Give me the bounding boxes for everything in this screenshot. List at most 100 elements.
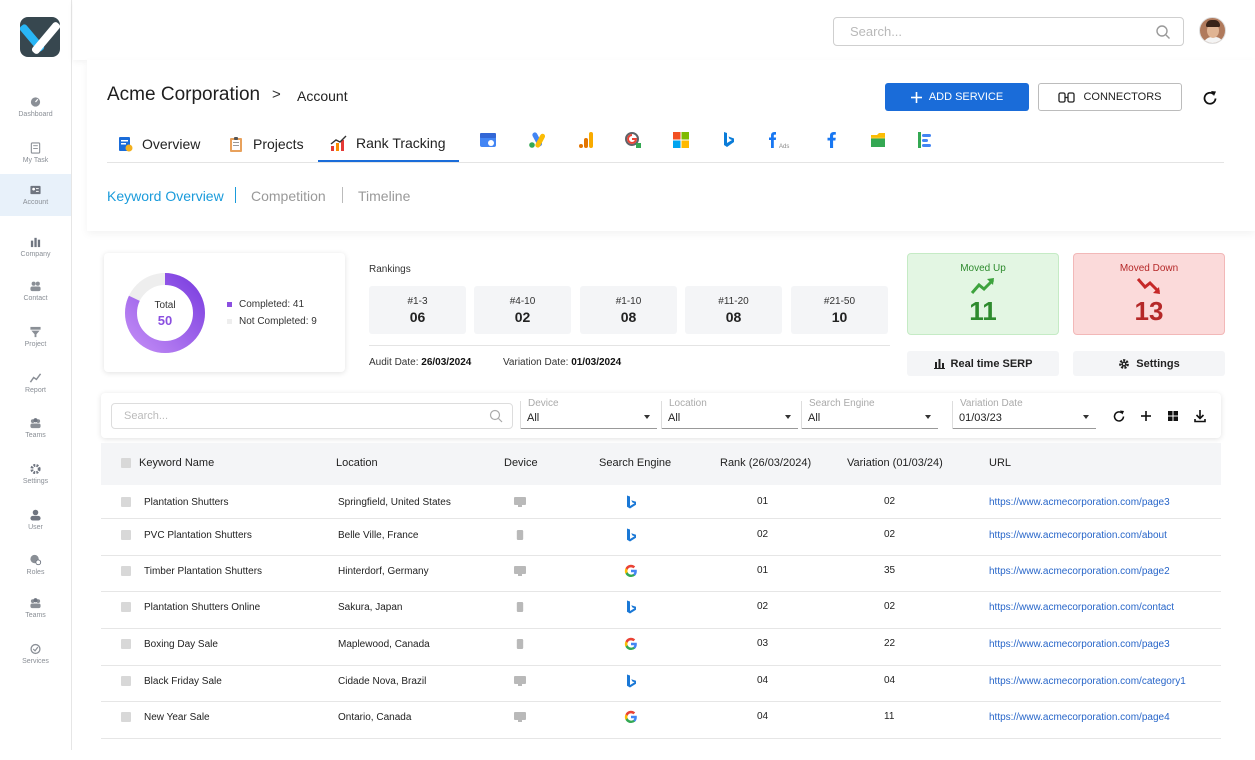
tab-overview[interactable]: Overview	[117, 126, 200, 162]
sidebar-item-label: Teams	[25, 432, 46, 439]
row-checkbox[interactable]	[121, 530, 131, 540]
url-link[interactable]: https://www.acmecorporation.com/page4	[989, 712, 1170, 723]
keyword-search-input[interactable]: Search...	[111, 403, 513, 429]
breadcrumb-account[interactable]: Account	[297, 88, 348, 104]
sidebar-item-user[interactable]: User	[0, 499, 71, 541]
row-checkbox[interactable]	[121, 712, 131, 722]
col-search-engine[interactable]: Search Engine	[599, 457, 672, 469]
sidebar-item-services[interactable]: Services	[0, 633, 71, 675]
select-all-checkbox[interactable]	[121, 458, 131, 468]
settings-button[interactable]: Settings	[1073, 351, 1225, 376]
url-link[interactable]: https://www.acmecorporation.com/category…	[989, 676, 1186, 687]
url-link[interactable]: https://www.acmecorporation.com/about	[989, 530, 1167, 541]
tab-rank-tracking[interactable]: Rank Tracking	[318, 126, 459, 162]
url-link[interactable]: https://www.acmecorporation.com/contact	[989, 602, 1175, 613]
col-device[interactable]: Device	[504, 457, 538, 469]
sidebar-item-report[interactable]: Report	[0, 362, 71, 404]
sidebar-item-company[interactable]: Company	[0, 226, 71, 268]
sidebar-item-teams[interactable]: Teams	[0, 407, 71, 449]
row-checkbox[interactable]	[121, 602, 131, 612]
sidebar-item-settings[interactable]: Settings	[0, 453, 71, 495]
variation-date-select[interactable]: Variation Date 01/03/23	[952, 398, 1096, 429]
sidebar-item-contact[interactable]: Contact	[0, 270, 71, 312]
subtab-timeline[interactable]: Timeline	[358, 188, 411, 204]
device-select[interactable]: Device All	[520, 398, 657, 429]
mobile-icon	[516, 530, 524, 540]
rank-cell: 02	[757, 601, 769, 612]
gtm-icon[interactable]	[869, 131, 887, 149]
sidebar-item-label: Teams	[25, 612, 46, 619]
google-ads-icon[interactable]	[528, 131, 546, 149]
row-checkbox[interactable]	[121, 639, 131, 649]
subtab-divider	[342, 187, 343, 203]
ranking-box: #1-10 08	[580, 286, 677, 334]
sidebar-item-dashboard[interactable]: Dashboard	[0, 86, 71, 128]
sidebar-item-roles[interactable]: Roles	[0, 544, 71, 586]
google-analytics-icon[interactable]	[577, 131, 595, 149]
variation-date: Variation Date: 01/03/2024	[503, 357, 621, 368]
realtime-serp-button[interactable]: Real time SERP	[907, 351, 1059, 376]
ranking-count: 06	[409, 309, 426, 325]
variation-date-value: 01/03/2024	[571, 357, 622, 368]
facebook-ads-icon[interactable]: Ads	[766, 131, 792, 149]
ranking-range: #1-10	[615, 296, 642, 307]
global-search-input[interactable]: Search...	[833, 17, 1184, 46]
tab-projects[interactable]: Projects	[228, 126, 304, 162]
caret-down-icon	[1083, 415, 1089, 419]
plus-icon	[910, 91, 922, 103]
bing-icon[interactable]	[720, 131, 738, 149]
url-link[interactable]: https://www.acmecorporation.com/page3	[989, 639, 1170, 650]
sidebar-item-project[interactable]: Project	[0, 316, 71, 358]
row-checkbox[interactable]	[121, 676, 131, 686]
row-divider	[101, 665, 1221, 666]
moved-down-value: 13	[1134, 296, 1164, 326]
microsoft-icon[interactable]	[672, 131, 690, 149]
row-checkbox[interactable]	[121, 566, 131, 576]
user-avatar[interactable]	[1199, 17, 1226, 44]
sidebar-item-teams[interactable]: Teams	[0, 587, 71, 629]
facebook-icon[interactable]	[822, 131, 840, 149]
teams-icon	[30, 598, 41, 609]
add-service-button[interactable]: ADD SERVICE	[885, 83, 1029, 111]
reset-icon[interactable]	[1111, 408, 1127, 424]
moved-up-label: Moved Up	[960, 263, 1006, 274]
sidebar-item-my-task[interactable]: My Task	[0, 132, 71, 174]
connectors-label: CONNECTORS	[1083, 91, 1162, 103]
ranking-range: #1-3	[407, 296, 428, 307]
moved-up-card: Moved Up 11	[907, 253, 1059, 335]
add-icon[interactable]	[1138, 408, 1154, 424]
location-select[interactable]: Location All	[661, 398, 798, 429]
grid-view-icon[interactable]	[1165, 408, 1181, 424]
subtab-competition[interactable]: Competition	[251, 188, 326, 204]
app-logo[interactable]	[20, 17, 60, 57]
row-checkbox[interactable]	[121, 497, 131, 507]
data-studio-icon[interactable]	[916, 131, 934, 149]
sidebar-item-account[interactable]: Account	[0, 174, 71, 216]
keyword-cell: Black Friday Sale	[144, 676, 222, 687]
google-business-icon[interactable]	[479, 131, 497, 149]
legend-completed-label: Completed: 41	[239, 299, 305, 310]
legend-swatch	[227, 319, 232, 324]
search-engine-select-label: Search Engine	[808, 398, 876, 409]
col-variation[interactable]: Variation (01/03/24)	[847, 457, 943, 469]
refresh-icon[interactable]	[1200, 88, 1220, 108]
download-icon[interactable]	[1192, 408, 1208, 424]
donut-total-label: Total	[154, 300, 176, 311]
search-engine-select[interactable]: Search Engine All	[801, 398, 938, 429]
col-rank[interactable]: Rank (26/03/2024)	[720, 457, 812, 469]
url-link[interactable]: https://www.acmecorporation.com/page2	[989, 566, 1170, 577]
col-url[interactable]: URL	[989, 457, 1012, 469]
search-icon[interactable]	[489, 409, 503, 423]
google-search-console-icon[interactable]	[624, 131, 642, 149]
location-cell: Ontario, Canada	[338, 712, 412, 723]
settings-icon	[30, 463, 41, 475]
col-location[interactable]: Location	[336, 457, 378, 469]
ranking-range: #11-20	[718, 296, 749, 307]
subtab-keyword-overview[interactable]: Keyword Overview	[107, 188, 224, 204]
col-keyword[interactable]: Keyword Name	[139, 457, 215, 469]
connectors-button[interactable]: CONNECTORS	[1038, 83, 1182, 111]
location-select-label: Location	[668, 398, 708, 409]
rank-cell: 01	[757, 496, 769, 507]
url-link[interactable]: https://www.acmecorporation.com/page3	[989, 497, 1170, 508]
search-icon[interactable]	[1155, 24, 1171, 40]
